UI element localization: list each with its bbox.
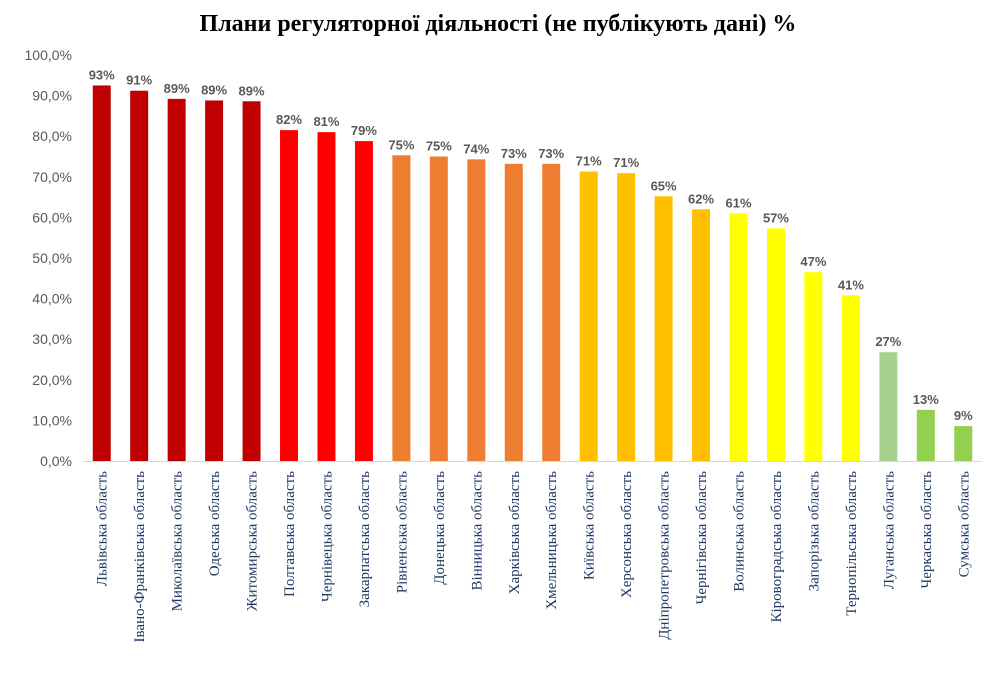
- data-label: 62%: [688, 191, 714, 206]
- y-tick-label: 60,0%: [32, 209, 72, 225]
- bar: [692, 209, 711, 461]
- x-tick-label: Одеська область: [207, 471, 223, 576]
- bar: [504, 163, 523, 462]
- x-tick-label: Сумська область: [956, 471, 972, 578]
- y-tick-label: 10,0%: [32, 412, 72, 428]
- y-tick-label: 50,0%: [32, 250, 72, 266]
- bar: [841, 295, 860, 461]
- x-tick-label: Луганська область: [881, 471, 897, 589]
- bar: [354, 141, 373, 461]
- bar: [317, 132, 336, 461]
- x-tick-label: Херсонська область: [619, 471, 635, 598]
- x-tick-label: Київська область: [582, 471, 598, 580]
- bar: [280, 130, 299, 462]
- bar: [205, 100, 224, 462]
- x-tick-label: Донецька область: [432, 471, 448, 585]
- x-tick-label: Харківська область: [507, 471, 523, 595]
- data-label: 89%: [164, 81, 190, 96]
- bar: [766, 228, 785, 461]
- bar: [392, 155, 411, 462]
- bar: [729, 213, 748, 461]
- bar: [242, 101, 261, 461]
- x-axis-ticks: Львівська область Івано-Франківська облас…: [95, 471, 973, 643]
- y-tick-label: 100,0%: [25, 47, 72, 63]
- x-tick-label: Чернівецька область: [319, 471, 335, 602]
- x-tick-label: Вінницька область: [469, 471, 485, 591]
- x-tick-label: Івано-Франківська область: [132, 471, 148, 643]
- bar: [617, 173, 636, 461]
- y-tick-label: 70,0%: [32, 169, 72, 185]
- data-label: 47%: [800, 254, 826, 269]
- y-tick-label: 90,0%: [32, 88, 72, 104]
- y-axis-ticks: 0,0% 10,0% 20,0% 30,0% 40,0% 50,0% 60,0% 70,0% 8…: [25, 47, 72, 469]
- bar: [542, 163, 561, 462]
- bar: [804, 272, 823, 461]
- x-tick-label: Закарпатська область: [357, 471, 373, 608]
- data-label: 61%: [726, 195, 752, 210]
- x-tick-label: Тернопільська область: [844, 471, 860, 616]
- bar: [954, 426, 973, 461]
- data-label: 79%: [351, 123, 377, 138]
- data-label: 73%: [501, 146, 527, 161]
- bar: [92, 85, 111, 461]
- data-label: 75%: [388, 137, 414, 152]
- x-tick-label: Полтавська область: [282, 471, 298, 597]
- data-label: 93%: [89, 67, 115, 82]
- data-labels: 93% 91% 89% 89% 89% 82% 81% 79% 75% 75% 74% 73% 73% 7…: [89, 67, 973, 423]
- y-tick-label: 20,0%: [32, 372, 72, 388]
- bar: [130, 90, 149, 461]
- bar: [879, 352, 898, 461]
- bar: [916, 409, 935, 461]
- data-label: 57%: [763, 210, 789, 225]
- bar: [467, 159, 486, 462]
- x-tick-label: Черкаська область: [919, 471, 935, 589]
- data-label: 74%: [463, 141, 489, 156]
- x-tick-label: Миколаївська область: [170, 471, 186, 612]
- data-label: 89%: [201, 82, 227, 97]
- data-label: 13%: [913, 392, 939, 407]
- y-tick-label: 0,0%: [40, 453, 72, 469]
- data-label: 89%: [239, 83, 265, 98]
- data-label: 73%: [538, 146, 564, 161]
- bar: [429, 156, 448, 461]
- y-tick-label: 80,0%: [32, 128, 72, 144]
- bar: [654, 196, 673, 461]
- x-tick-label: Хмельницька область: [544, 471, 560, 610]
- x-tick-label: Рівненська область: [394, 471, 410, 593]
- x-tick-label: Житомирська область: [245, 471, 261, 611]
- y-tick-label: 40,0%: [32, 291, 72, 307]
- data-label: 41%: [838, 277, 864, 292]
- data-label: 27%: [875, 334, 901, 349]
- data-label: 81%: [313, 114, 339, 129]
- x-tick-label: Волинська область: [732, 471, 748, 592]
- y-tick-label: 30,0%: [32, 331, 72, 347]
- data-label: 75%: [426, 139, 452, 154]
- chart-title: Плани регуляторної діяльності (не публік…: [200, 11, 797, 37]
- x-tick-label: Дніпропетровська область: [657, 471, 673, 640]
- bar: [579, 171, 598, 461]
- x-tick-label: Запорізька область: [806, 471, 822, 592]
- data-label: 91%: [126, 73, 152, 88]
- data-label: 65%: [651, 178, 677, 193]
- x-tick-label: Львівська область: [95, 471, 111, 586]
- x-tick-label: Кіровоградська область: [769, 471, 785, 623]
- bar: [167, 98, 186, 462]
- data-label: 82%: [276, 112, 302, 127]
- bars: [92, 85, 973, 462]
- data-label: 9%: [954, 408, 973, 423]
- data-label: 71%: [576, 154, 602, 169]
- x-tick-label: Чернігівська область: [694, 471, 710, 604]
- data-label: 71%: [613, 155, 639, 170]
